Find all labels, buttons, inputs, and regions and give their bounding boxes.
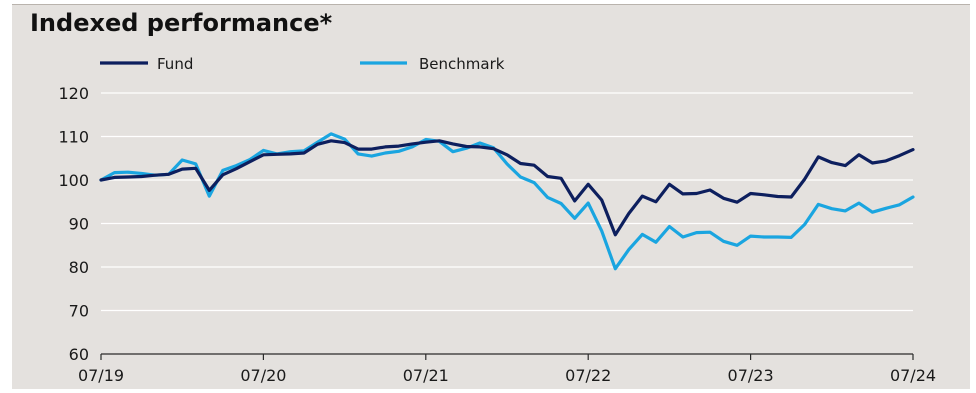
legend-label-benchmark: Benchmark bbox=[419, 55, 505, 73]
x-tick-label: 07/24 bbox=[890, 366, 936, 385]
x-tick-label: 07/21 bbox=[403, 366, 449, 385]
chart-panel bbox=[12, 4, 970, 389]
y-tick-label: 80 bbox=[69, 258, 89, 277]
series-line-benchmark bbox=[99, 132, 915, 271]
axes: 60 70 80 90 100 110 120 07/19 07/20 07/21 07/22 07/… bbox=[58, 84, 936, 385]
x-tick-label: 07/22 bbox=[565, 366, 611, 385]
x-tick-label: 07/19 bbox=[78, 366, 124, 385]
y-tick-label: 70 bbox=[69, 302, 89, 321]
x-tick-label: 07/20 bbox=[240, 366, 286, 385]
y-tick-label: 60 bbox=[69, 345, 89, 364]
y-tick-label: 110 bbox=[58, 128, 89, 147]
y-tick-label: 90 bbox=[69, 215, 89, 234]
legend-label-fund: Fund bbox=[157, 55, 193, 73]
series-lines bbox=[99, 132, 915, 271]
chart-title: Indexed performance* bbox=[30, 9, 333, 37]
series-line-fund bbox=[99, 139, 915, 237]
y-tick-label: 100 bbox=[58, 171, 89, 190]
x-tick-label: 07/23 bbox=[728, 366, 774, 385]
legend: Fund Benchmark bbox=[100, 55, 505, 73]
gridlines bbox=[101, 92, 913, 312]
y-tick-label: 120 bbox=[58, 84, 89, 103]
